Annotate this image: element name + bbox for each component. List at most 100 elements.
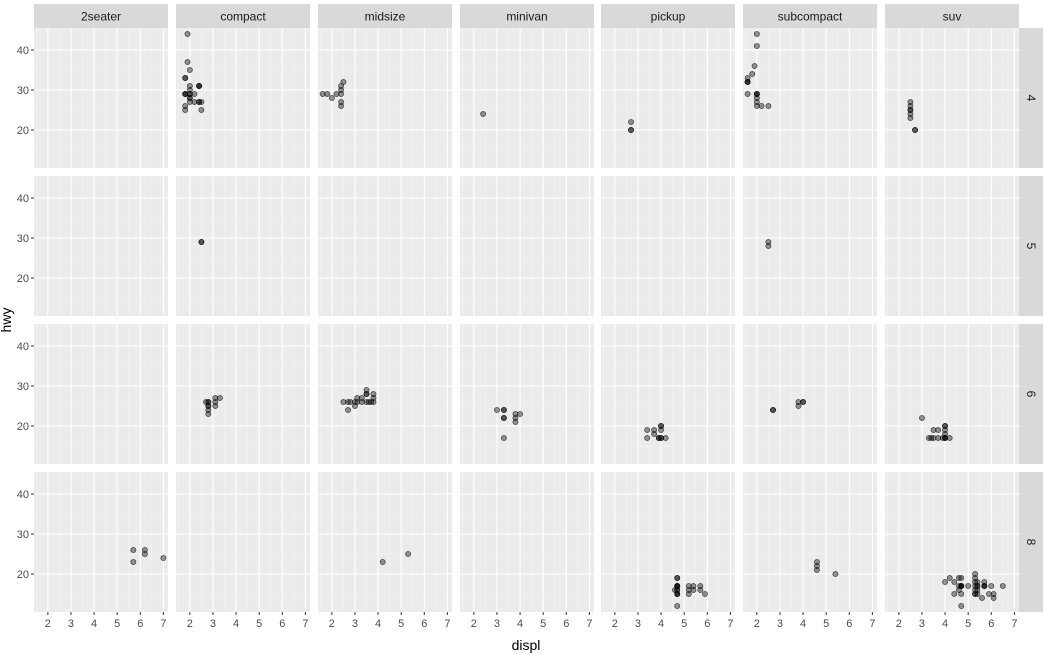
points-subcompact-6: [770, 399, 806, 413]
data-point: [182, 75, 189, 81]
strip-label-midsize: midsize: [365, 10, 406, 24]
data-point: [702, 591, 708, 597]
x-tick-label: 2: [187, 618, 193, 630]
panel-background: [601, 324, 735, 464]
data-point: [946, 435, 953, 441]
data-point: [765, 243, 772, 249]
data-point: [205, 411, 212, 417]
data-point: [674, 591, 681, 597]
panel-2seater-6: [34, 324, 168, 464]
data-point: [512, 411, 519, 417]
points-pickup-8: [672, 575, 708, 609]
data-point: [981, 579, 988, 585]
data-point: [770, 407, 776, 413]
data-point: [958, 583, 965, 589]
data-point: [198, 107, 205, 113]
panel-suv-4: [885, 28, 1019, 168]
strip-background: [601, 4, 735, 28]
panel-midsize-4: [318, 28, 452, 168]
data-point: [628, 119, 634, 125]
strip-label-suv: suv: [943, 10, 962, 24]
x-tick-label: 4: [517, 618, 523, 630]
strip-row-6: 6: [1019, 324, 1043, 464]
x-tick-label: 4: [658, 618, 664, 630]
points-suv-6: [919, 415, 953, 441]
x-tick-label: 6: [563, 618, 569, 630]
panel-background: [176, 176, 310, 316]
strip-background: [1019, 324, 1043, 464]
y-tick-label: 30: [17, 85, 29, 97]
panel-background: [743, 472, 877, 612]
points-2seater-8: [130, 547, 167, 565]
data-point: [324, 91, 331, 97]
strip-label-row-5: 5: [1024, 243, 1038, 250]
points-pickup-4: [628, 119, 634, 133]
panel-pickup-4: [601, 28, 735, 168]
x-tick-label: 6: [137, 618, 143, 630]
panel-background: [743, 324, 877, 464]
y-tick-label: 20: [17, 569, 29, 581]
data-point: [999, 583, 1006, 589]
data-point: [216, 395, 223, 401]
data-point: [358, 399, 365, 405]
panel-midsize-6: [318, 324, 452, 464]
x-tick-label: 6: [988, 618, 994, 630]
data-point: [338, 99, 344, 105]
panel-background: [885, 472, 1019, 612]
strip-background: [885, 4, 1019, 28]
x-tick-label: 5: [823, 618, 829, 630]
points-compact-6: [203, 395, 223, 417]
panel-subcompact-8: [743, 472, 877, 612]
data-point: [765, 239, 772, 245]
data-point: [765, 103, 772, 109]
data-point: [935, 427, 942, 433]
panel-pickup-8: [601, 472, 735, 612]
panel-background: [176, 472, 310, 612]
x-tick-label: 7: [302, 618, 308, 630]
data-point: [907, 103, 914, 109]
data-point: [130, 547, 137, 553]
panel-pickup-5: [601, 176, 735, 316]
x-tick-label: 2: [754, 618, 760, 630]
data-point: [951, 591, 958, 597]
y-tick-label: 20: [17, 421, 29, 433]
data-point: [186, 83, 193, 89]
data-point: [500, 407, 507, 413]
data-point: [974, 591, 981, 597]
x-tick-label: 3: [68, 618, 74, 630]
data-point: [182, 107, 189, 113]
data-point: [370, 391, 377, 397]
panel-background: [176, 324, 310, 464]
data-point: [972, 571, 978, 577]
strip-2seater: 2seater: [34, 4, 168, 28]
data-point: [674, 575, 681, 581]
panel-background: [176, 28, 310, 168]
data-point: [965, 583, 972, 589]
panel-compact-5: [176, 176, 310, 316]
strip-labels: 2seater compact midsize minivan pickup subcom…: [34, 4, 1043, 612]
strip-background: [1019, 28, 1043, 168]
data-point: [744, 75, 751, 81]
y-tick-label: 20: [17, 125, 29, 137]
panel-background: [460, 472, 594, 612]
data-point: [354, 395, 361, 401]
data-point: [405, 551, 411, 557]
data-point: [749, 71, 756, 77]
x-tick-label: 3: [777, 618, 783, 630]
points-pickup-6: [644, 423, 669, 441]
data-point: [942, 579, 948, 585]
x-tick-label: 5: [114, 618, 120, 630]
data-point: [986, 591, 992, 597]
strip-background: [1019, 176, 1043, 316]
data-point: [956, 575, 962, 581]
data-point: [345, 399, 351, 405]
panel-2seater-8: [34, 472, 168, 612]
panel-background: [34, 324, 168, 464]
x-tick-label: 2: [471, 618, 477, 630]
data-point: [942, 431, 948, 437]
strip-background: [460, 4, 594, 28]
x-tick-label: 5: [965, 618, 971, 630]
x-tick-label: 4: [233, 618, 239, 630]
data-point: [196, 83, 202, 89]
panel-compact-4: [176, 28, 310, 168]
